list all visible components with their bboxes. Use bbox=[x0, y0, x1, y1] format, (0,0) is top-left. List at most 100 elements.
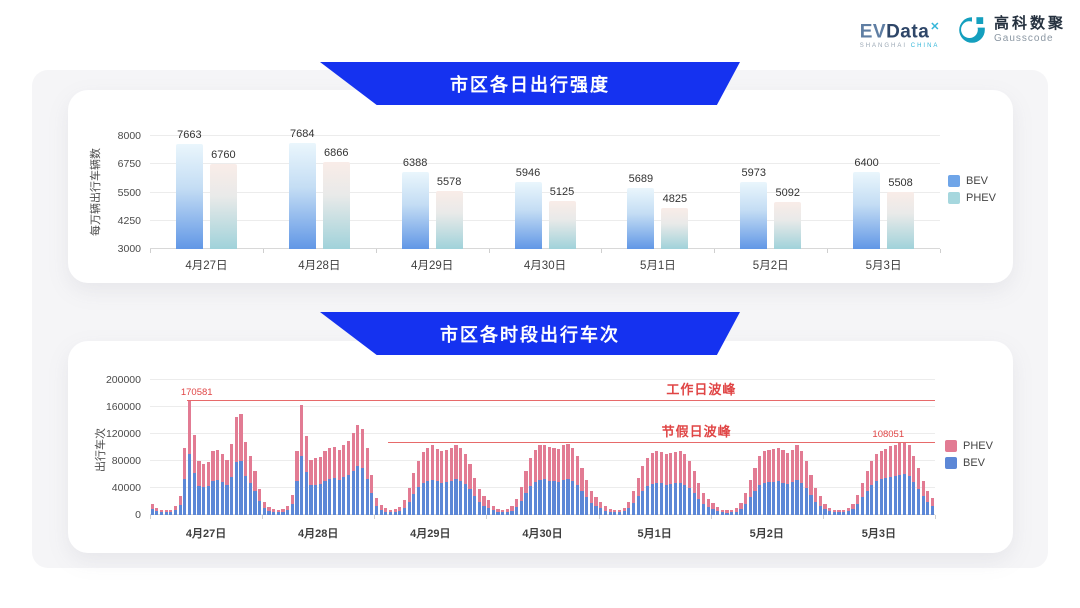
x-axis-date-label: 4月30日 bbox=[523, 260, 567, 272]
annotation-label-holiday-peak: 节假日波峰 bbox=[661, 424, 732, 440]
bar-phev bbox=[209, 164, 237, 249]
stack-bar-bev bbox=[510, 510, 514, 515]
legend-item-bev: BEV bbox=[948, 175, 996, 187]
y-tick-label: 120000 bbox=[105, 428, 141, 440]
stack-bar-phev bbox=[842, 509, 846, 512]
stack-bar-phev bbox=[795, 445, 799, 480]
stack-bar-bev bbox=[879, 479, 883, 515]
stack-bar-phev bbox=[622, 507, 626, 512]
stack-bar-phev bbox=[412, 473, 416, 495]
x-axis-date-label: 5月2日 bbox=[749, 528, 784, 540]
stack-bar-phev bbox=[627, 501, 631, 509]
chart1-plot-area: 3000 4250 5500 6750 8000 7663 6760 4月27日 7684 686… bbox=[118, 128, 941, 272]
bar-bev bbox=[175, 143, 203, 249]
stack-bar-phev bbox=[468, 464, 472, 490]
stack-bar-bev bbox=[739, 508, 743, 515]
stack-bar-bev bbox=[393, 511, 397, 515]
stack-bar-phev bbox=[286, 505, 290, 510]
hourly-trips-chart-card: 出行车次 0 40000 80000 120000 160000 200000 4月27日 4… bbox=[68, 341, 1013, 553]
stack-bar-bev bbox=[300, 455, 304, 515]
daily-intensity-chart-card: 每万辆出行车辆数 3000 4250 5500 6750 8000 7663 6760 4月2… bbox=[68, 90, 1013, 283]
bar-value-label-phev: 6866 bbox=[324, 146, 349, 159]
stack-bar-phev bbox=[435, 448, 439, 482]
stack-bar-phev bbox=[328, 447, 332, 479]
stack-bar-bev bbox=[561, 479, 565, 515]
stack-bar-bev bbox=[930, 505, 935, 515]
stack-bar-phev bbox=[309, 459, 313, 486]
gridline bbox=[150, 433, 935, 434]
stack-bar-bev bbox=[477, 502, 481, 515]
stack-bar-bev bbox=[164, 512, 168, 515]
gausscode-logo: 高科数聚 Gausscode bbox=[956, 14, 1066, 46]
stack-bar-bev bbox=[244, 475, 248, 515]
stack-bar-bev bbox=[678, 482, 682, 515]
stack-bar-phev bbox=[585, 479, 589, 498]
stack-bar-phev bbox=[477, 489, 481, 503]
stack-bar-bev bbox=[631, 502, 636, 515]
stack-bar-bev bbox=[613, 512, 617, 515]
stack-bar-phev bbox=[379, 504, 383, 510]
gridline bbox=[150, 460, 935, 461]
stack-bar-phev bbox=[421, 452, 425, 484]
stack-bar-phev bbox=[888, 446, 893, 477]
stack-bar-bev bbox=[828, 510, 832, 515]
stack-bar-bev bbox=[318, 483, 322, 515]
stack-bar-bev bbox=[248, 482, 252, 515]
stack-bar-bev bbox=[328, 478, 332, 515]
bar-phev bbox=[435, 190, 463, 249]
stack-bar-bev bbox=[725, 512, 729, 515]
stack-bar-bev bbox=[809, 494, 813, 515]
stack-bar-phev bbox=[515, 498, 519, 507]
stack-bar-bev bbox=[192, 473, 196, 515]
stack-bar-bev bbox=[650, 483, 654, 515]
stack-bar-phev bbox=[772, 448, 776, 482]
stack-bar-bev bbox=[351, 471, 355, 515]
x-axis-date-label: 5月2日 bbox=[752, 260, 789, 272]
stack-bar-bev bbox=[814, 501, 818, 515]
x-axis-date-label: 5月1日 bbox=[639, 260, 676, 272]
stack-bar-bev bbox=[571, 480, 575, 515]
stack-bar-bev bbox=[645, 485, 650, 515]
stack-bar-bev bbox=[842, 511, 846, 515]
stack-bar-phev bbox=[907, 445, 911, 476]
y-tick-label: 200000 bbox=[105, 374, 141, 386]
x-axis-tick bbox=[374, 515, 376, 519]
stack-bar-phev bbox=[230, 444, 234, 477]
legend-label: PHEV bbox=[966, 192, 996, 204]
stack-bar-phev bbox=[930, 498, 935, 506]
stack-bar-bev bbox=[473, 496, 477, 515]
stack-bar-phev bbox=[262, 501, 266, 508]
stack-bar-bev bbox=[916, 488, 921, 515]
stack-bar-bev bbox=[267, 510, 271, 515]
stack-bar-phev bbox=[444, 449, 449, 482]
x-axis-date-label: 4月29日 bbox=[410, 528, 451, 540]
stack-bar-bev bbox=[463, 483, 467, 515]
stack-bar-bev bbox=[772, 481, 776, 515]
stack-bar-bev bbox=[197, 485, 201, 515]
stack-bar-phev bbox=[529, 457, 533, 486]
stack-bar-bev bbox=[874, 481, 879, 515]
bar-bev bbox=[853, 172, 881, 249]
bar-value-label-bev: 7684 bbox=[290, 128, 315, 141]
stack-bar-bev bbox=[720, 512, 724, 515]
stack-bar-phev bbox=[753, 467, 757, 492]
stack-bar-bev bbox=[201, 487, 206, 515]
stack-bar-phev bbox=[346, 440, 351, 476]
stack-bar-phev bbox=[519, 486, 523, 501]
stack-bar-bev bbox=[211, 480, 215, 515]
bar-phev bbox=[887, 192, 915, 249]
section2-title-banner: 市区各时段出行车次 bbox=[320, 312, 740, 355]
x-axis-date-label: 4月28日 bbox=[298, 528, 339, 540]
stack-bar-bev bbox=[370, 493, 374, 515]
stack-bar-phev bbox=[473, 477, 477, 497]
stack-bar-phev bbox=[701, 492, 706, 504]
stack-bar-phev bbox=[407, 488, 411, 502]
stack-bar-phev bbox=[645, 457, 650, 486]
stack-bar-bev bbox=[416, 487, 421, 515]
stack-bar-phev bbox=[318, 456, 322, 484]
x-axis-tick bbox=[375, 249, 377, 253]
evdata-ev-text: EV bbox=[859, 21, 887, 43]
stack-bar-bev bbox=[365, 478, 369, 515]
stack-bar-phev bbox=[510, 506, 514, 511]
stack-bar-bev bbox=[309, 485, 313, 515]
